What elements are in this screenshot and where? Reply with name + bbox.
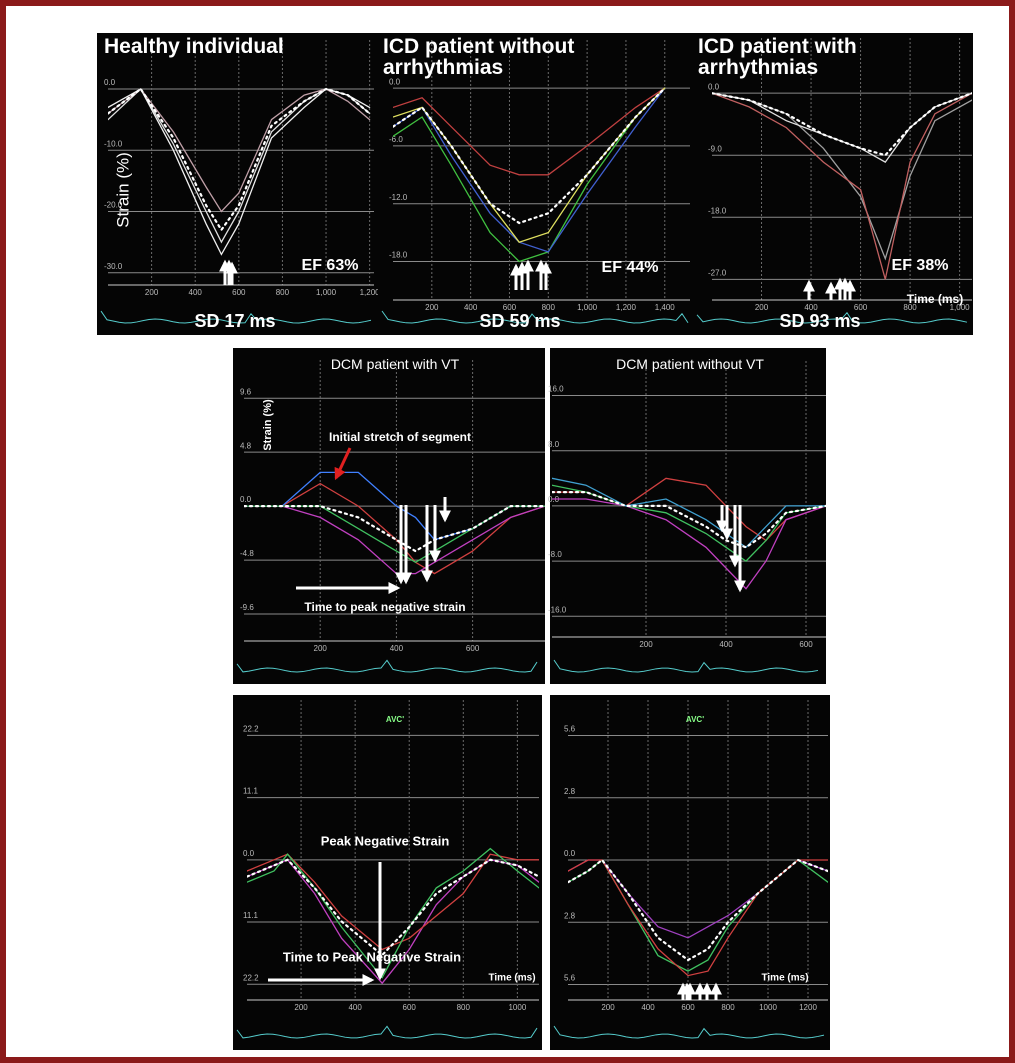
x-tick-label: 400 (719, 640, 733, 649)
x-tick-label: 200 (755, 303, 769, 312)
annotation: Initial stretch of segment (329, 430, 471, 444)
y-tick-label: 16.0 (548, 385, 564, 394)
x-tick-label: 1200 (799, 1003, 817, 1012)
y-tick-label: -12.0 (389, 193, 408, 202)
y-tick-label: 4.8 (240, 441, 252, 450)
x-tick-label: 1000 (759, 1003, 777, 1012)
annotation: Time (ms) (907, 292, 963, 306)
x-tick-label: 600 (232, 288, 246, 297)
x-tick-label: 800 (721, 1003, 735, 1012)
x-tick-label: 400 (464, 303, 478, 312)
annotation: EF 38% (892, 257, 949, 274)
y-tick-label: 22.2 (243, 724, 259, 733)
x-tick-label: 200 (314, 644, 328, 653)
x-tick-label: 200 (601, 1003, 615, 1012)
annotation: Peak Negative Strain (321, 833, 450, 848)
y-axis-label: Strain (%) (262, 399, 274, 451)
y-tick-label: -9.6 (240, 603, 254, 612)
x-tick-label: 1,200 (616, 303, 637, 312)
y-tick-label: -16.0 (548, 605, 567, 614)
x-tick-label: 600 (799, 640, 813, 649)
title-box: DCM patient with VT (260, 356, 530, 404)
y-tick-label: -18.0 (389, 251, 408, 260)
y-tick-label: 0.0 (243, 849, 255, 858)
y-tick-label: -10.0 (104, 139, 123, 148)
y-tick-label: 0.0 (240, 495, 252, 504)
panel-title: Healthy individual (104, 36, 364, 57)
x-tick-label: 400 (348, 1003, 362, 1012)
x-tick-label: 800 (457, 1003, 471, 1012)
x-tick-label: 200 (425, 303, 439, 312)
annotation: SD 59 ms (479, 311, 560, 331)
annotation: Time (ms) (761, 973, 808, 984)
x-tick-label: 600 (466, 644, 480, 653)
x-tick-label: 400 (390, 644, 404, 653)
y-tick-label: -9.0 (708, 144, 722, 153)
y-tick-label: 5.6 (564, 974, 576, 983)
x-tick-label: 800 (276, 288, 290, 297)
y-tick-label: 11.1 (243, 911, 259, 920)
annotation: AVC' (686, 715, 704, 724)
y-tick-label: -27.0 (708, 268, 727, 277)
title-box: ICD patient with arrhythmias (698, 36, 968, 84)
x-tick-label: 400 (641, 1003, 655, 1012)
y-tick-label: 11.1 (243, 787, 259, 796)
y-tick-label: -30.0 (104, 262, 123, 271)
x-tick-label: 400 (189, 288, 203, 297)
y-tick-label: -4.8 (240, 549, 254, 558)
x-tick-label: 1000 (508, 1003, 526, 1012)
y-tick-label: 0.0 (564, 849, 576, 858)
y-tick-label: 9.6 (240, 387, 252, 396)
annotation: EF 63% (302, 257, 359, 274)
title-box: Healthy individual (104, 36, 364, 84)
panel-background (233, 695, 542, 1050)
x-tick-label: 200 (639, 640, 653, 649)
annotation: AVC' (386, 715, 404, 724)
x-tick-label: 1,400 (655, 303, 676, 312)
annotation: SD 93 ms (779, 311, 860, 331)
x-tick-label: 1,000 (316, 288, 337, 297)
x-tick-label: 600 (403, 1003, 417, 1012)
x-tick-label: 200 (145, 288, 159, 297)
figure: 0.0-10.0-20.0-30.02004006008001,0001,200… (0, 0, 1015, 1063)
x-tick-label: 600 (681, 1003, 695, 1012)
panel-title: DCM patient with VT (260, 356, 530, 372)
x-tick-label: 1,200 (360, 288, 381, 297)
annotation: SD 17 ms (194, 311, 275, 331)
panel-title: ICD patient without arrhythmias (383, 36, 683, 78)
panel-title: ICD patient with arrhythmias (698, 36, 968, 78)
y-tick-label: -6.0 (389, 135, 403, 144)
x-tick-label: 1,000 (577, 303, 598, 312)
title-box: DCM patient without VT (570, 356, 810, 404)
y-axis-label: Strain (%) (113, 152, 132, 228)
annotation: Time (ms) (488, 973, 535, 984)
y-tick-label: 8.0 (548, 440, 560, 449)
annotation: Time to Peak Negative Strain (283, 949, 461, 964)
annotation: Time to peak negative strain (304, 600, 465, 614)
y-tick-label: 5.6 (564, 725, 576, 734)
y-tick-label: 2.8 (564, 911, 576, 920)
title-box: ICD patient without arrhythmias (383, 36, 683, 84)
y-tick-label: 22.2 (243, 973, 259, 982)
panel-title: DCM patient without VT (570, 356, 810, 372)
x-tick-label: 200 (294, 1003, 308, 1012)
y-tick-label: -18.0 (708, 206, 727, 215)
y-tick-label: -8.0 (548, 550, 562, 559)
annotation: EF 44% (602, 259, 659, 276)
y-tick-label: 2.8 (564, 787, 576, 796)
